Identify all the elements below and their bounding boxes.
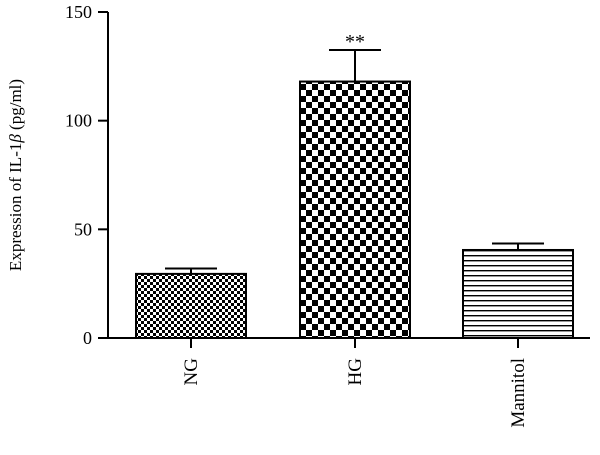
y-axis-label: Expression of IL-1β (pg/ml) [6, 79, 25, 271]
y-tick-label-50: 50 [74, 219, 92, 239]
y-tick-label-0: 0 [83, 328, 92, 348]
bar-ng [135, 272, 247, 339]
x-category-label-ng: NG [181, 358, 202, 386]
bar-mannitol [462, 248, 574, 339]
bar-hg [299, 80, 411, 340]
x-category-label-mannitol: Mannitol [508, 358, 529, 428]
x-category-label-hg: HG [345, 358, 366, 386]
significance-label-hg: ** [345, 31, 365, 53]
y-tick-label-150: 150 [65, 2, 92, 22]
y-tick-label-100: 100 [65, 111, 92, 131]
